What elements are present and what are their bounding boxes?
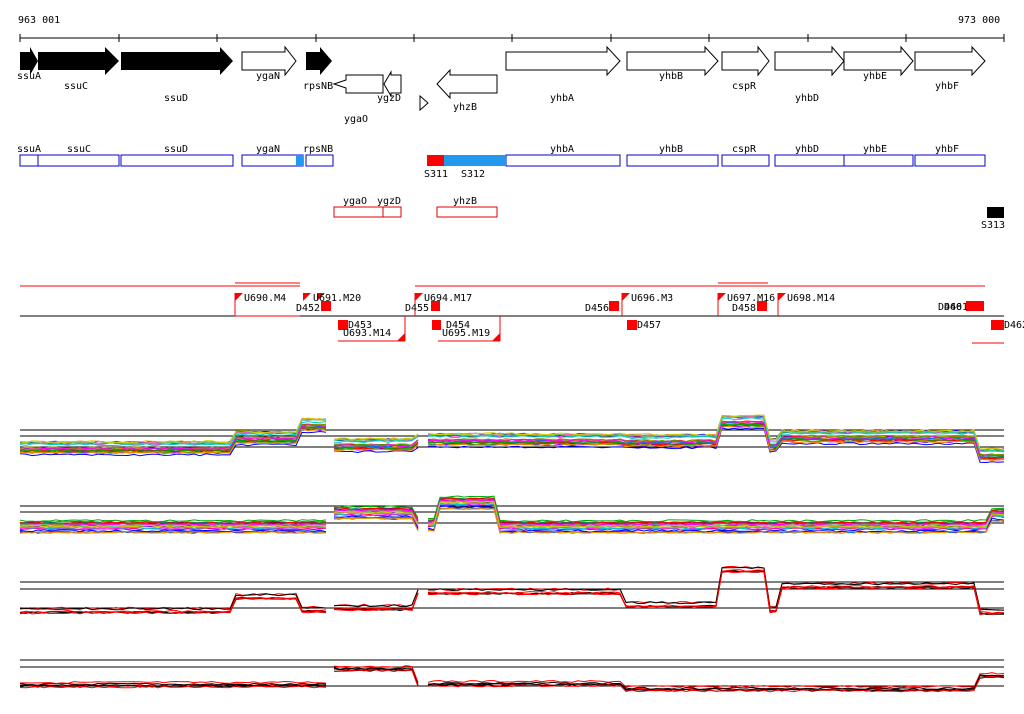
expression-panel-2 [19,495,1005,535]
gene-box-yhbA[interactable] [505,154,621,167]
gene-arrow-yhbB[interactable] [626,45,719,77]
gene-arrow-ssuA[interactable] [20,47,38,75]
gene-label-ssuD: ssuD [164,93,188,104]
feature-U690-M4[interactable]: U690.M4 [244,293,286,304]
feature-U697-M16[interactable]: U697.M16 [727,293,775,304]
gene-box-yhbD[interactable] [774,154,845,167]
gene-label-yhbA: yhbA [550,93,574,104]
gene-arrow-yhbF[interactable] [914,45,986,77]
box-label-yhzB: yhzB [453,196,477,207]
segment-S312-box[interactable] [444,155,506,166]
feature-D453[interactable]: D453 [348,320,372,331]
gene-label-ssuC: ssuC [64,81,88,92]
expression-panel-3 [19,566,1005,616]
gene-label-ygaN: ygaN [256,71,280,82]
gene-label-yhbD: yhbD [795,93,819,104]
box-label-yhbF: yhbF [935,144,959,155]
gene-box-ssuC[interactable] [37,154,120,167]
gene-box-yhbE[interactable] [843,154,914,167]
feature-U694-M17[interactable]: U694.M17 [424,293,472,304]
segment-label-S312: S312 [461,169,485,180]
feature-U693-M14[interactable]: U693.M14 [343,328,391,339]
box-label-ygaN: ygaN [256,144,280,155]
gene-arrow-yhbA[interactable] [505,45,621,77]
gene-arrow-ssuC[interactable] [38,47,119,75]
box-label-yhbE: yhbE [863,144,887,155]
gene-box-ygaO[interactable] [333,206,384,218]
box-label-cspR: cspR [732,144,757,155]
gene-box-rpsNB[interactable] [305,154,334,167]
gene-box-yhzB[interactable] [436,206,498,218]
start-coordinate: 963 001 [18,15,60,26]
feature-D454[interactable]: D454 [446,320,470,331]
gene-box-cspR[interactable] [721,154,770,167]
feature-D462[interactable]: D462 [1004,320,1024,331]
feature-D458[interactable]: D458 [732,303,756,314]
gene-arrow-ssuD[interactable] [121,47,233,75]
gene-label-yhbE: yhbE [863,71,887,82]
box-label-ssuC: ssuC [67,144,91,155]
gene-label-rpsNB: rpsNB [303,81,333,92]
gene-label-ssuA: ssuA [17,71,41,82]
gene-label-yhbB: yhbB [659,71,683,82]
segment-S311-box[interactable] [427,155,444,166]
feature-U691-M20[interactable]: U691.M20 [313,293,361,304]
gene-label-yhbF: yhbF [935,81,959,92]
feature-D461[interactable]: D461 [944,302,968,313]
box-label-ygaO: ygaO [343,196,367,207]
gene-box-ygaN[interactable] [241,154,304,167]
gene-arrow-track: ssuA ssuC ssuD ygaN rpsNB ygaO ygzD yhzB… [17,45,986,125]
feature-D452[interactable]: D452 [296,303,320,314]
box-label-ssuD: ssuD [164,144,188,155]
gene-arrow-yhbD[interactable] [774,45,845,77]
expression-panel-4 [19,659,1005,693]
annotation-box-track: ssuA ssuC ssuD ygaN rpsNB yhbA yhbB cspR… [17,144,1005,231]
box-label-yhbD: yhbD [795,144,819,155]
gene-arrow-rpsNB[interactable] [306,47,332,75]
gene-arrow-ygaO[interactable] [332,74,384,94]
box-label-ygzD: ygzD [377,196,401,207]
gene-label-ygzD: ygzD [377,93,401,104]
gene-box-yhbB[interactable] [626,154,719,167]
segment-label-S311: S311 [424,169,448,180]
feature-D457[interactable]: D457 [637,320,661,331]
gene-arrow-yhzB[interactable] [436,68,498,100]
gene-label-yhzB: yhzB [453,102,477,113]
box-label-rpsNB: rpsNB [303,144,333,155]
feature-track: U690.M4 D452 U691.M20 D455 U694.M17 D456… [20,282,1024,344]
feature-U695-M19[interactable]: U695.M19 [442,328,490,339]
expression-panel-1 [19,414,1005,464]
feature-D460[interactable]: D460 [938,302,962,313]
segment-S313-box[interactable] [987,207,1004,218]
gene-box-ssuA[interactable] [19,154,39,167]
feature-U696-M3[interactable]: U696.M3 [631,293,673,304]
gene-box-yhbF[interactable] [914,154,986,167]
gene-label-cspR: cspR [732,81,757,92]
box-label-yhbB: yhbB [659,144,683,155]
gene-arrow-cspR[interactable] [721,45,770,77]
feature-U698-M14[interactable]: U698.M14 [787,293,835,304]
end-coordinate: 973 000 [958,15,1000,26]
feature-D456[interactable]: D456 [585,303,609,314]
gene-box-ygzD[interactable] [382,206,402,218]
segment-label-S313: S313 [981,220,1005,231]
coordinate-ruler: 963 001 973 000 [18,15,1005,42]
gene-box-ssuD[interactable] [120,154,234,167]
gene-arrow-ygzD[interactable] [383,70,402,98]
gene-arrow-ygaN[interactable] [241,45,297,77]
gene-label-ygaO: ygaO [344,114,368,125]
feature-D455[interactable]: D455 [405,303,429,314]
box-label-yhbA: yhbA [550,144,574,155]
box-label-ssuA: ssuA [17,144,41,155]
gene-arrow-yhbE[interactable] [843,45,914,77]
